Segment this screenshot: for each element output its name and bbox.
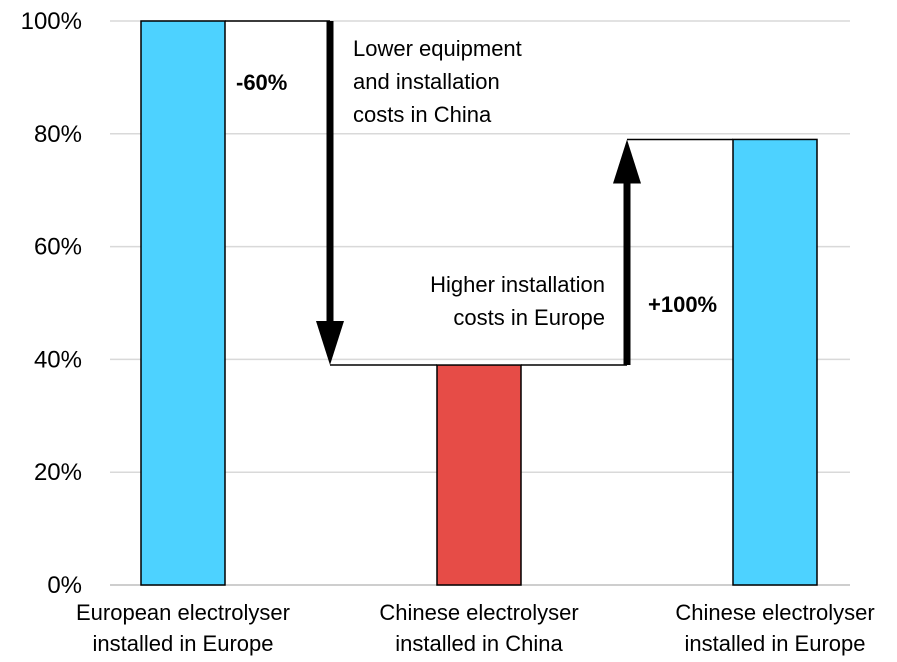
category-label: Chinese electrolyser installed in Europe [675,600,874,656]
y-tick-label: 0% [47,572,82,599]
category-label-line: installed in Europe [92,631,273,656]
category-label-line: European electrolyser [76,600,290,625]
category-label-line: installed in Europe [684,631,865,656]
bar [436,364,522,586]
y-tick-label: 20% [34,459,82,486]
arrow-head [316,321,344,366]
y-tick-label: 80% [34,121,82,148]
y-axis-tick-labels: 0% 20% 40% 60% 80% 100% [21,8,82,599]
y-tick-label: 60% [34,234,82,261]
category-label: European electrolyser installed in Europe [76,600,290,656]
annotation-text-line: Higher installation [430,272,605,297]
category-label-line: Chinese electrolyser [675,600,874,625]
annotation-text-line: Lower equipment [353,36,522,61]
annotations: -60% Lower equipment and installation costs… [236,21,717,366]
category-label: Chinese electrolyser installed in China [379,600,578,656]
bar [140,20,226,586]
change-percent-label: -60% [236,70,287,95]
x-axis-category-labels: European electrolyser installed in Europe… [76,600,875,656]
category-label-line: installed in China [395,631,563,656]
y-tick-label: 100% [21,8,82,35]
bar [732,138,818,586]
arrow-head [613,139,641,184]
bars [140,20,818,586]
annotation-text-line: costs in China [353,102,492,127]
annotation-text: Lower equipment and installation costs in … [353,36,522,127]
connectors [225,20,733,366]
y-tick-label: 40% [34,346,82,373]
annotation-text-line: costs in Europe [453,305,605,330]
annotation-text: Higher installation costs in Europe [430,272,605,330]
annotation-text-line: and installation [353,69,500,94]
change-percent-label: +100% [648,292,717,317]
category-label-line: Chinese electrolyser [379,600,578,625]
